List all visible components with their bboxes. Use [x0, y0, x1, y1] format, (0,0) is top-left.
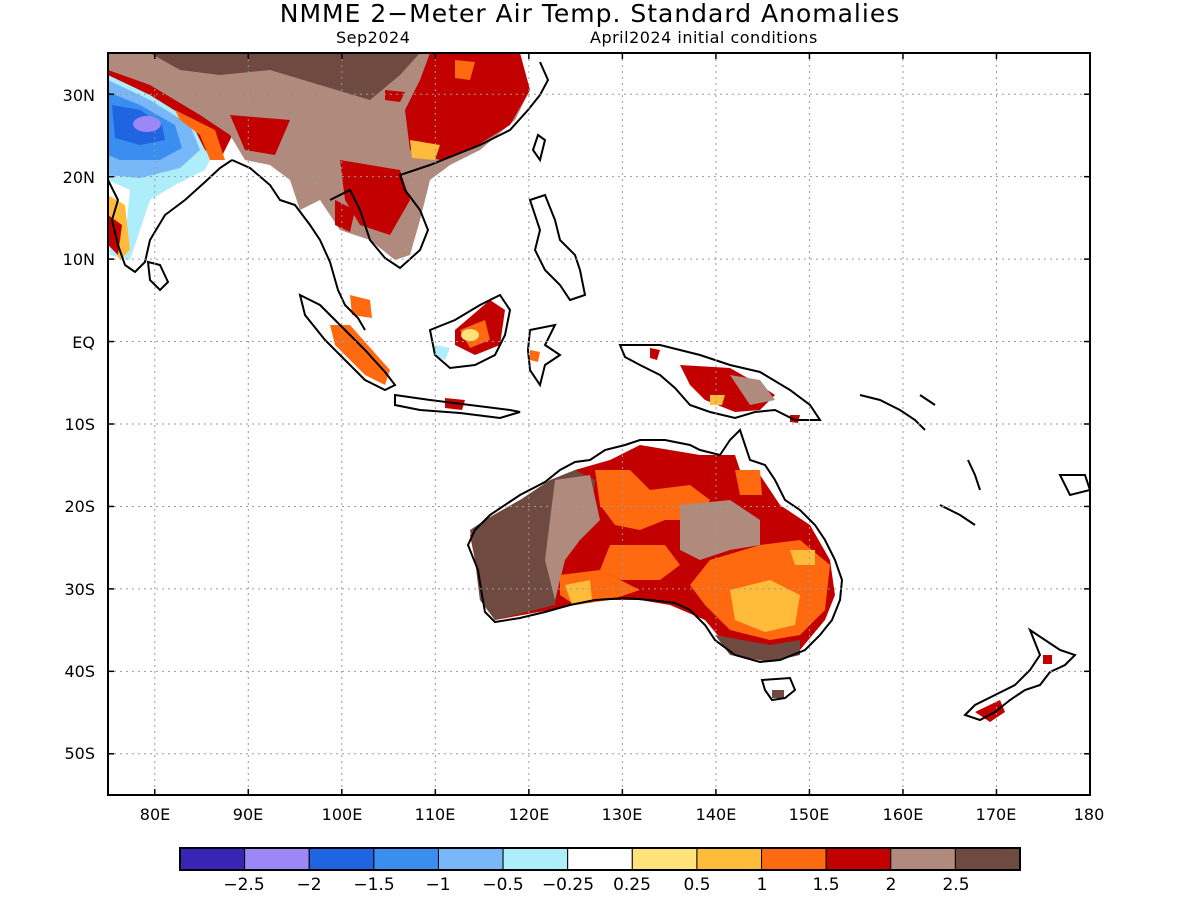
sulawesi-coast	[526, 323, 562, 388]
colorbar-swatch	[244, 847, 310, 871]
colorbar-swatch	[308, 847, 375, 871]
colorbar-swatch	[631, 847, 698, 871]
lon-label: 120E	[509, 805, 550, 824]
colorbar-label: −2	[296, 875, 321, 895]
lon-label: 100E	[322, 805, 363, 824]
colorbar: −2.5 −2 −1.5 −1 −0.5 −0.25 0.25 0.5 1 1.…	[179, 847, 1021, 895]
philippines-coast	[528, 193, 587, 302]
colorbar-swatch	[567, 847, 633, 871]
lat-label: 50S	[64, 744, 95, 763]
colorbar-label: 0.25	[613, 875, 651, 895]
colorbar-label: −0.5	[482, 875, 523, 895]
colorbar-label: 1	[757, 875, 768, 895]
lat-label: 30N	[63, 86, 95, 105]
sri-lanka-coast	[146, 260, 170, 292]
lon-label: 90E	[233, 805, 263, 824]
new-zealand-warm-anomaly	[975, 700, 1005, 722]
colorbar-swatch	[179, 847, 246, 871]
lon-label: 180	[1074, 805, 1105, 824]
colorbar-label: −0.25	[542, 875, 594, 895]
lat-label: 10S	[64, 415, 95, 434]
indochina-coast	[231, 61, 550, 331]
colorbar-swatch	[825, 847, 892, 871]
colorbar-swatch	[696, 847, 763, 871]
colorbar-label: 2.5	[942, 875, 969, 895]
lon-label: 140E	[696, 805, 737, 824]
lat-label: 20N	[63, 168, 95, 187]
target-month: Sep2024	[336, 28, 411, 47]
colorbar-frame	[179, 847, 1021, 871]
coastlines	[108, 61, 1090, 722]
lon-label: 150E	[789, 805, 830, 824]
map-title: NMME 2−Meter Air Temp. Standard Anomalie…	[279, 0, 901, 28]
lat-label: 10N	[63, 250, 95, 269]
tasmania-coast	[760, 676, 797, 702]
colorbar-swatch	[954, 847, 1021, 871]
new-zealand-coast	[963, 627, 1077, 722]
tick-marks	[108, 53, 1090, 795]
java-coast	[394, 393, 521, 420]
lon-label: 80E	[140, 805, 170, 824]
colorbar-swatch	[502, 847, 569, 871]
colorbar-label: 0.5	[683, 875, 710, 895]
longitude-labels: 80E 90E 100E 110E 120E 130E 140E 150E 16…	[140, 805, 1105, 824]
borneo-coast	[428, 293, 512, 370]
colorbar-swatch	[890, 847, 956, 871]
taiwan-coast	[531, 133, 547, 163]
colorbar-label: −1	[425, 875, 450, 895]
colorbar-label: −1.5	[353, 875, 394, 895]
colorbar-label: 2	[886, 875, 897, 895]
colorbar-swatch	[373, 847, 439, 871]
sumatra-coast	[298, 293, 397, 392]
sumatra-warm-anomaly	[330, 325, 390, 385]
lon-label: 170E	[976, 805, 1017, 824]
initial-conditions: April2024 initial conditions	[590, 28, 818, 47]
lat-label: 40S	[64, 662, 95, 681]
lon-label: 110E	[415, 805, 456, 824]
vanuatu-coast	[939, 459, 981, 526]
lat-label: 20S	[64, 497, 95, 516]
lat-label: 30S	[64, 580, 95, 599]
solomons-coast	[859, 394, 936, 431]
lon-label: 130E	[602, 805, 643, 824]
lon-label: 160E	[883, 805, 924, 824]
colorbar-label: 1.5	[812, 875, 839, 895]
new-guinea-coast	[618, 344, 822, 421]
colorbar-swatch	[761, 847, 827, 871]
graticule	[108, 53, 1090, 795]
colorbar-swatch	[437, 847, 504, 871]
colorbar-label: −2.5	[223, 875, 264, 895]
lat-label: EQ	[72, 333, 95, 352]
latitude-labels: 30N 20N 10N EQ 10S 20S 30S 40S 50S	[63, 86, 95, 763]
india-coast	[108, 159, 233, 274]
australia-coast	[466, 428, 844, 664]
fiji-coast	[1058, 474, 1090, 497]
anomaly-field	[108, 53, 1052, 722]
